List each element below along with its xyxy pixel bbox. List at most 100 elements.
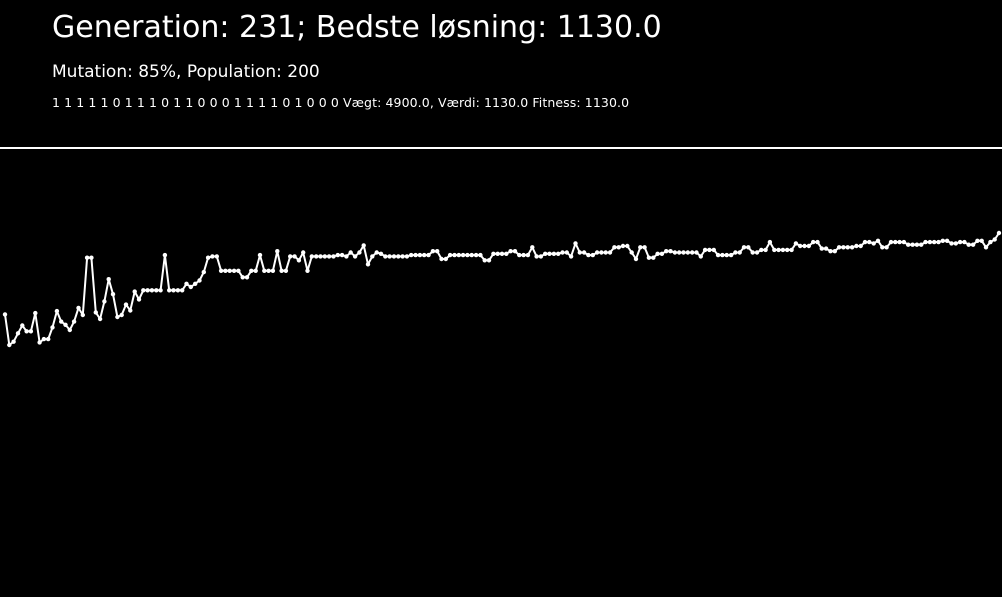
fitness-point	[158, 288, 163, 293]
fitness-point	[862, 239, 868, 245]
fitness-point	[383, 254, 388, 259]
fitness-point	[785, 247, 790, 253]
fitness-point	[422, 252, 427, 258]
fitness-point	[145, 288, 150, 293]
fitness-point	[197, 278, 202, 283]
fitness-point	[962, 239, 967, 245]
fitness-point	[979, 238, 984, 243]
fitness-point	[612, 245, 617, 250]
fitness-point	[184, 281, 189, 286]
fitness-point	[102, 299, 107, 304]
fitness-point	[231, 268, 237, 273]
fitness-point	[841, 245, 846, 250]
fitness-point	[780, 247, 786, 253]
fitness-point	[638, 245, 643, 250]
fitness-point	[292, 254, 297, 259]
fitness-point	[270, 268, 276, 273]
header-divider	[0, 147, 1002, 149]
fitness-point	[283, 268, 289, 273]
fitness-point	[80, 312, 86, 318]
fitness-point	[728, 252, 734, 258]
fitness-point	[966, 242, 971, 247]
fitness-point	[400, 254, 405, 259]
fitness-point	[249, 268, 254, 273]
fitness-point	[275, 249, 280, 254]
fitness-point	[227, 268, 232, 273]
fitness-point	[983, 245, 989, 250]
fitness-point	[547, 251, 552, 256]
fitness-point	[218, 268, 224, 273]
fitness-point	[750, 250, 755, 255]
fitness-point	[525, 252, 531, 258]
fitness-point	[357, 250, 362, 255]
fitness-point	[370, 254, 375, 259]
fitness-point	[93, 310, 99, 315]
fitness-point	[279, 268, 284, 273]
fitness-point	[128, 308, 133, 313]
fitness-point	[180, 288, 185, 293]
fitness-point	[46, 336, 51, 342]
fitness-point	[586, 252, 591, 258]
fitness-point	[906, 242, 911, 247]
fitness-point	[564, 250, 569, 255]
fitness-point	[551, 251, 557, 256]
fitness-point	[815, 239, 820, 245]
fitness-point	[37, 340, 42, 345]
fitness-point	[603, 250, 608, 255]
fitness-point	[772, 247, 777, 253]
fitness-point	[724, 252, 729, 258]
fitness-point	[677, 250, 682, 255]
fitness-point	[798, 243, 803, 249]
fitness-point	[664, 249, 669, 254]
fitness-point	[452, 252, 457, 258]
fitness-point	[391, 254, 397, 259]
fitness-point	[240, 275, 245, 280]
fitness-point	[469, 252, 474, 258]
fitness-point	[141, 288, 146, 293]
fitness-point	[322, 254, 327, 259]
fitness-point	[806, 243, 811, 249]
fitness-point	[741, 245, 747, 250]
fitness-point	[594, 250, 600, 255]
fitness-point	[71, 319, 77, 324]
fitness-point	[953, 241, 958, 246]
fitness-point	[923, 239, 928, 245]
fitness-point	[193, 281, 198, 286]
fitness-point	[266, 268, 271, 273]
fitness-point	[517, 252, 522, 258]
fitness-point	[573, 241, 578, 246]
fitness-point	[845, 245, 850, 250]
fitness-point	[439, 256, 444, 262]
fitness-point	[296, 258, 302, 263]
fitness-point	[996, 230, 1002, 236]
fitness-point	[702, 247, 708, 253]
fitness-point	[409, 252, 414, 258]
fitness-point	[491, 251, 496, 256]
fitness-point	[123, 302, 129, 307]
fitness-point	[521, 252, 526, 258]
fitness-point	[244, 275, 250, 280]
fitness-point	[828, 249, 833, 254]
fitness-point	[236, 268, 241, 273]
fitness-point	[880, 245, 885, 250]
fitness-point	[318, 254, 323, 259]
fitness-point	[988, 239, 993, 245]
fitness-point	[919, 242, 924, 247]
fitness-history-chart	[2, 230, 1002, 348]
fitness-point	[577, 250, 582, 255]
fitness-point	[625, 243, 630, 249]
fitness-point	[871, 241, 876, 246]
fitness-point	[175, 288, 181, 293]
fitness-point	[110, 292, 116, 297]
fitness-point	[482, 258, 487, 263]
fitness-point	[581, 250, 587, 255]
fitness-point	[793, 241, 799, 246]
fitness-point	[651, 255, 656, 260]
fitness-point	[655, 251, 660, 256]
fitness-point	[63, 322, 68, 327]
fitness-point	[89, 255, 94, 260]
fitness-point	[7, 342, 12, 348]
fitness-point	[41, 336, 47, 342]
fitness-point	[167, 288, 172, 293]
fitness-point	[975, 238, 980, 243]
